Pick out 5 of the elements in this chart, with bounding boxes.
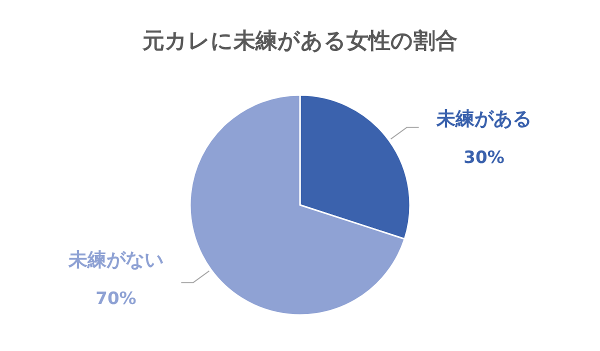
data-label: 70% bbox=[96, 288, 136, 309]
data-label: 30% bbox=[464, 148, 504, 168]
slice-label: 未練がある bbox=[436, 108, 532, 130]
slice-label: 未練がない bbox=[67, 248, 164, 271]
chart-title: 元カレに未練がある女性の割合 bbox=[142, 29, 458, 54]
